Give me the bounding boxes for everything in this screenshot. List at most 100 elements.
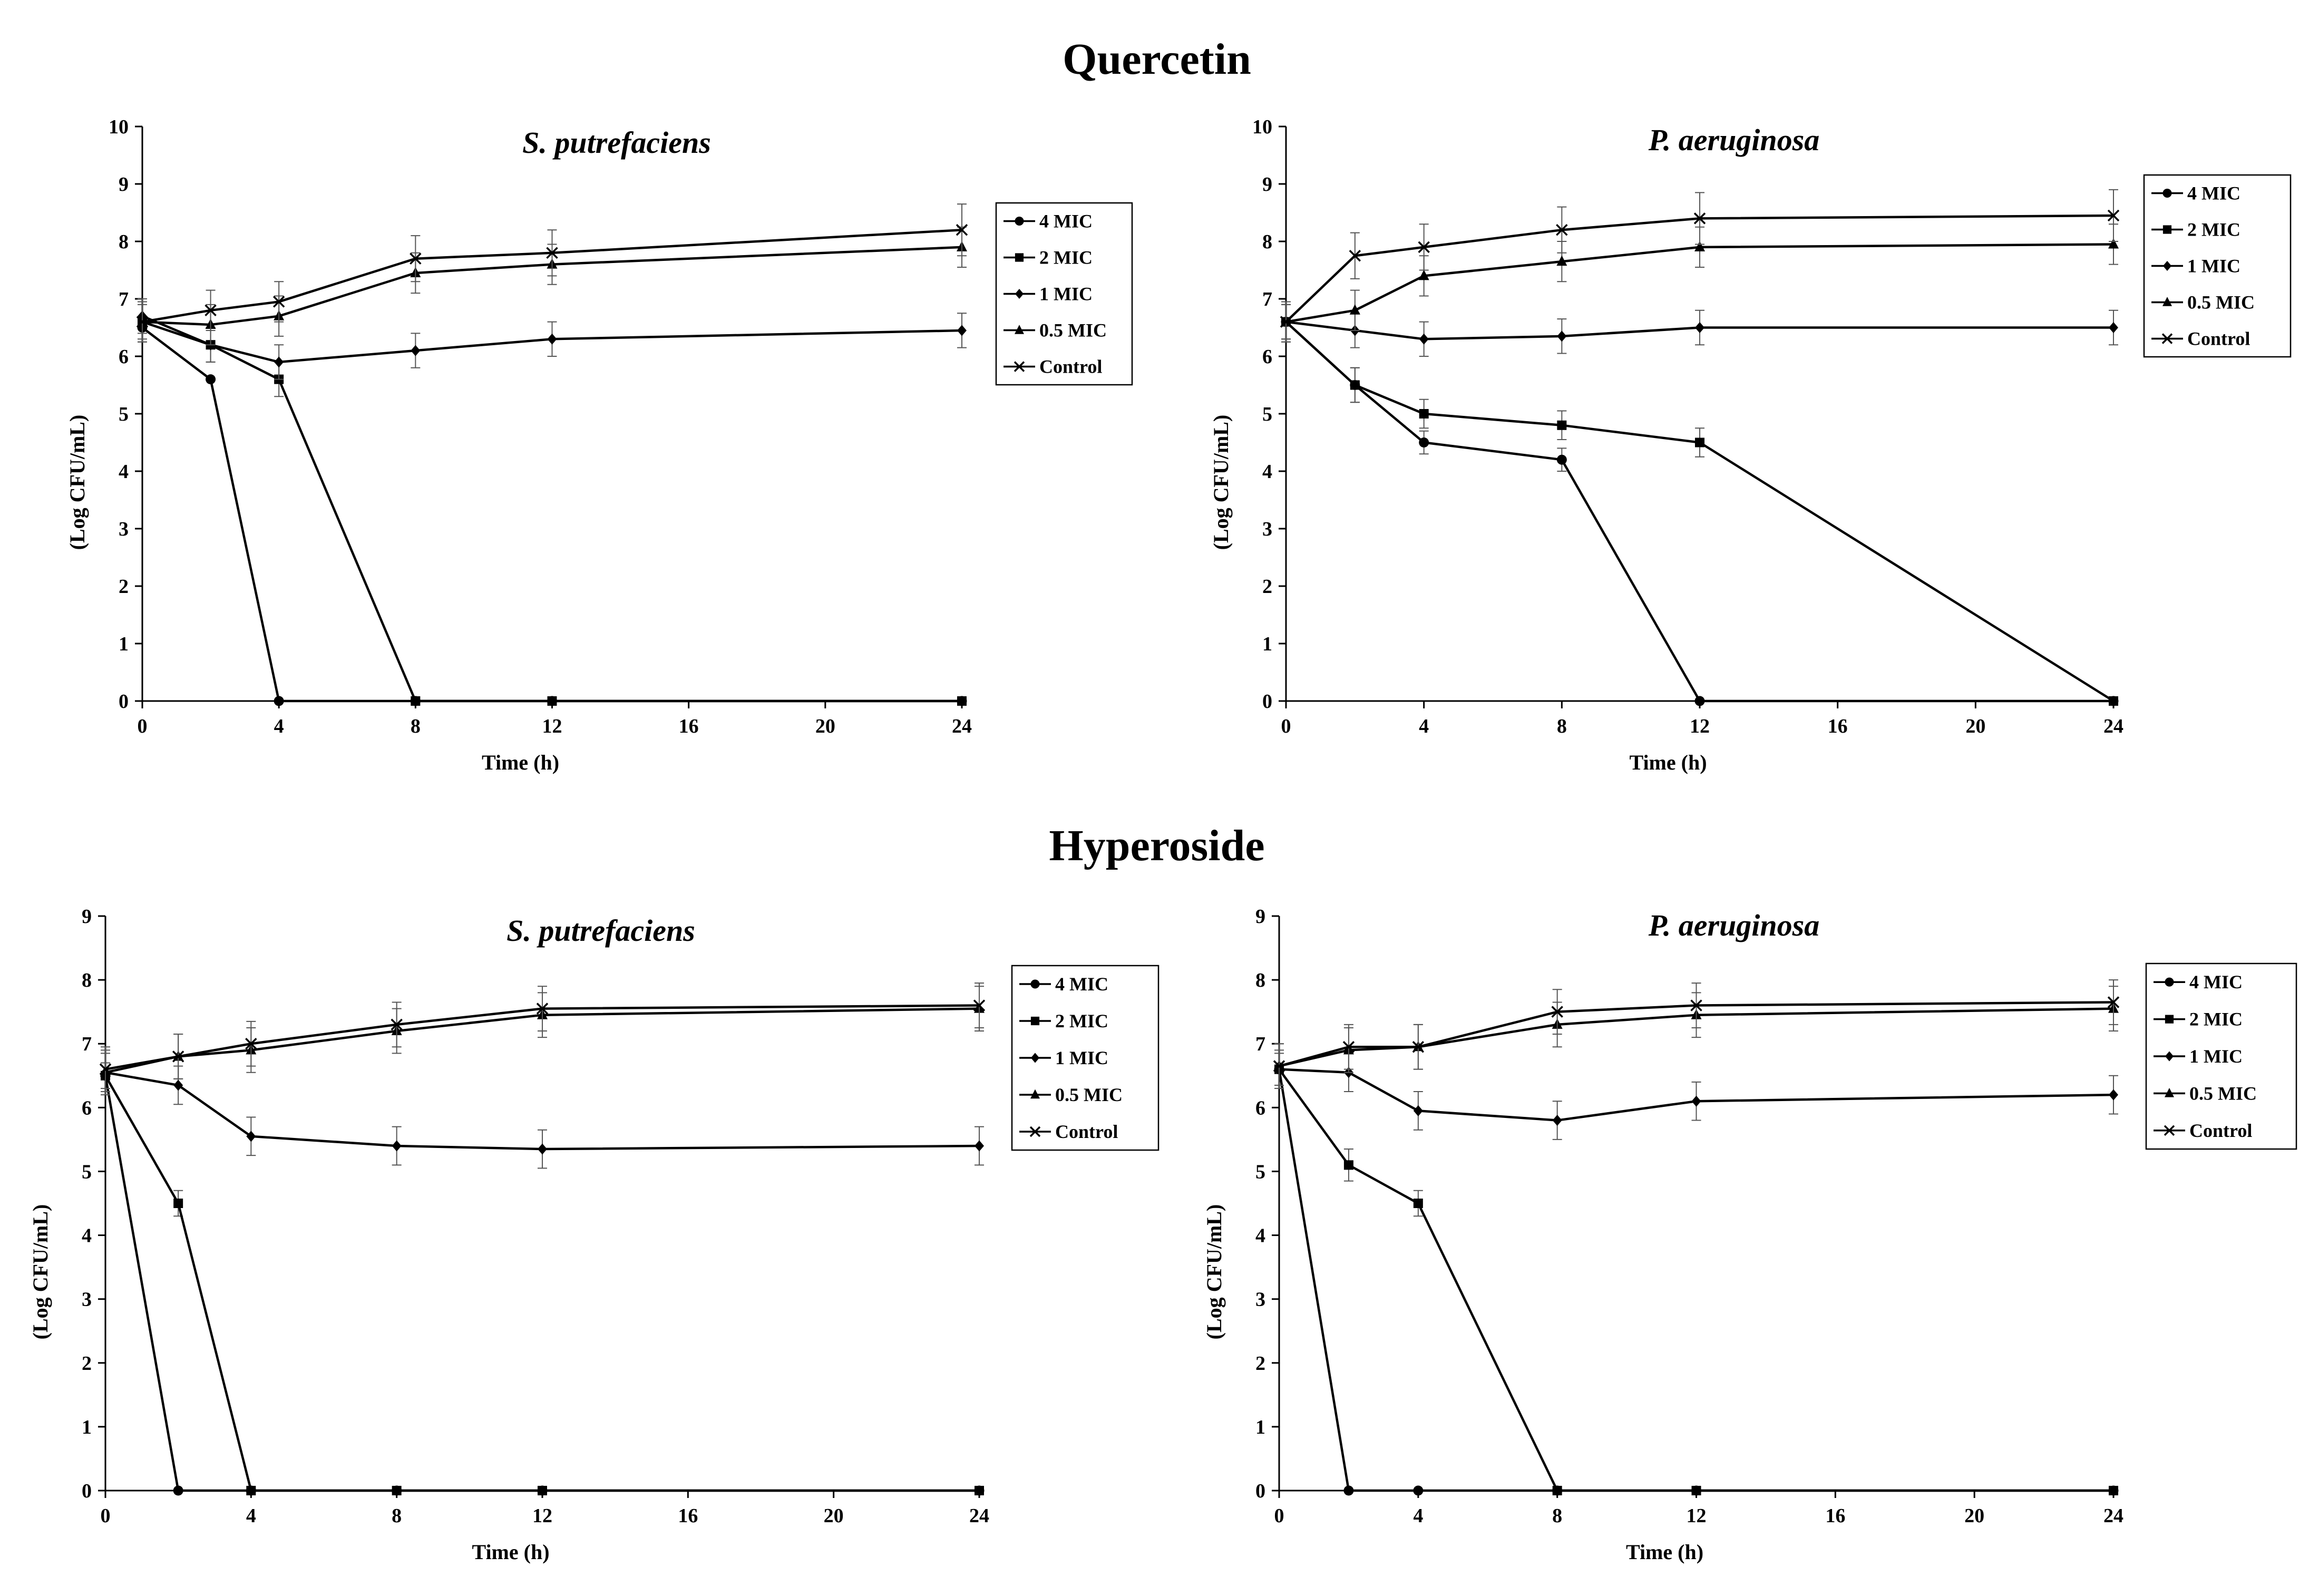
panel-1-y-tick-label: 6 [119,346,129,368]
panel-2-y-tick-label: 5 [1262,403,1272,425]
panel-3-legend-item-2-mic: 2 MIC [1019,1010,1108,1031]
panel-2-legend-item-control-label: Control [2187,328,2250,349]
panel-1-legend-item-1-mic: 1 MIC [1004,284,1093,305]
panel-2-x-tick-label: 16 [1828,715,1848,737]
panel-2-series-control-point [1280,316,1292,328]
panel-4-x-tick-label: 4 [1413,1505,1423,1527]
panel-1-legend-item-2-mic: 2 MIC [1004,247,1093,268]
panel-2-legend-item-4-mic-label: 4 MIC [2187,183,2240,204]
panel-1-y-tick-label: 3 [119,518,129,540]
panel-4-legend-item-4-mic-label: 4 MIC [2189,971,2243,992]
panel-4-series-control-point [1273,1060,1285,1072]
panel-4-x-tick-label: 0 [1274,1505,1284,1527]
panel-4-series-1-mic-point [1413,1105,1423,1116]
panel-3-legend-item-2-mic-marker [1030,1016,1040,1026]
panel-4-x-tick-label: 24 [2103,1505,2123,1527]
panel-4-x-tick-label: 8 [1552,1505,1562,1527]
panel-4-series-1-mic [1274,1049,2118,1140]
panel-1-legend-item-control: Control [1004,356,1102,377]
panel-2-y-tick-label: 9 [1262,173,1272,196]
panel-4-series-control [1273,979,2120,1089]
panel-3-series-control-point-stroke-b [99,1063,112,1075]
panel-4-legend-item-4-mic-marker [2165,977,2174,987]
panel-2-legend: 4 MIC 2 MIC 1 MIC 0.5 MIC Control [2143,174,2292,358]
panel-3-legend-item-0-5-mic-marker [1030,1089,1040,1099]
panel-4-series-4-mic-point [1343,1485,1354,1496]
panel-3-series-control-point [172,1050,184,1063]
panel-4-series-control-point [1412,1041,1425,1053]
panel-2-series-1-mic [1281,304,2118,357]
panel-4-y-tick-label: 4 [1255,1225,1265,1247]
panel-4-y-tick-label: 7 [1255,1033,1265,1055]
panel-3-series-1-mic-point [538,1143,547,1155]
panel-2-series-control-point-stroke-b [1556,223,1568,236]
panel-1-series-control-point [546,247,558,259]
panel-4-series-2-mic-point [1691,1486,1701,1495]
panel-1-series-2-mic-line [142,320,962,703]
panel-4-series-2-mic-line [1278,1068,2113,1492]
panel-1-series-control-point-stroke-b [546,247,558,259]
panel-2-y-tick-label: 0 [1262,690,1272,713]
panel-1-series-control-point [204,304,217,317]
panel-2-series-control-point [1556,223,1568,236]
panel-3-series-2-mic [101,1062,984,1495]
panel-4-series-control-point [1342,1041,1355,1053]
panel-3-series-2-mic-point [975,1486,984,1495]
panel-1-series-1-mic-point [274,356,284,368]
panel-3-series-control-point [99,1063,112,1075]
panel-2-series-1-mic-point [1419,333,1429,345]
panel-4-y-tick-label: 2 [1255,1352,1265,1375]
panel-2-series-2-mic-point [2109,696,2118,706]
panel-2-series-4-mic-point [1419,437,1429,447]
panel-2-series-2-mic [1281,304,2118,706]
panel-3-legend-item-1-mic: 1 MIC [1019,1047,1108,1068]
panel-4-y-tick-label: 9 [1255,906,1265,928]
panel-2-legend-item-1-mic-label: 1 MIC [2187,256,2240,277]
panel-3-series-control-point [245,1037,257,1050]
panel-2-y-tick-label: 1 [1262,633,1272,655]
panel-1-legend-item-4-mic-marker [1015,216,1024,226]
panel-1-series-4-mic-point [274,696,284,706]
panel-3-series-control-point [391,1018,403,1031]
panel-1-legend-item-2-mic-label: 2 MIC [1039,247,1093,268]
panel-2-x-tick-label: 8 [1557,715,1567,737]
panel-1-legend-item-0-5-mic-label: 0.5 MIC [1039,320,1107,341]
panel-4-legend-item-control-marker [2164,1125,2175,1136]
panel-3-y-tick-label: 0 [82,1480,92,1502]
panel-3-y-tick-label: 7 [82,1033,92,1055]
panel-1-y-tick-label: 9 [119,173,129,196]
panel-1-series-control-line [142,228,962,323]
panel-2-y-tick-label: 10 [1252,116,1272,138]
panel-3-legend-item-control-label: Control [1055,1121,1118,1142]
panel-3-series-control-point-stroke-b [245,1037,257,1050]
panel-4-series-2-mic-point [1552,1486,1562,1495]
panel-1-series-control-point-stroke-b [272,296,285,308]
panel-3-series-control-point-stroke-b [973,999,986,1011]
panel-3-legend-item-0-5-mic-label: 0.5 MIC [1055,1084,1123,1105]
panel-3-legend-item-1-mic-label: 1 MIC [1055,1047,1108,1068]
panel-4-y-axis-label: (Log CFU/mL) [1202,1204,1226,1340]
panel-4-series-control-line [1279,1001,2114,1067]
section-title-hyperoside: Hyperoside [1049,821,1264,870]
panel-1-title: S. putrefaciens [522,125,711,160]
panel-4-y-tick-label: 1 [1255,1416,1265,1438]
panel-4-legend-item-1-mic-label: 1 MIC [2189,1046,2243,1067]
panel-3-series-control-point [973,999,986,1011]
panel-3-legend-item-4-mic: 4 MIC [1019,974,1108,995]
panel-4-x-tick-label: 16 [1825,1505,1845,1527]
panel-2-legend-item-0-5-mic: 0.5 MIC [2151,292,2255,313]
panel-2-series-0-5-mic-point [1349,304,1360,315]
panel-3-y-tick-label: 9 [82,906,92,928]
panel-4-series-control-point [1551,1006,1563,1018]
panel-3-series-control-line [105,1004,980,1071]
panel-1-series-2-mic-point [411,696,421,706]
panel-1-series-control-point-stroke-b [136,316,149,328]
panel-1-x-tick-label: 4 [274,715,284,737]
panel-3-x-tick-label: 24 [969,1505,989,1527]
panel-2-series-1-mic-line [1285,320,2113,340]
panel-3-series-control-point-stroke-b [391,1018,403,1031]
panel-2-series-2-mic-point [1419,409,1429,419]
panel-4-series-1-mic-point [2109,1089,2118,1101]
